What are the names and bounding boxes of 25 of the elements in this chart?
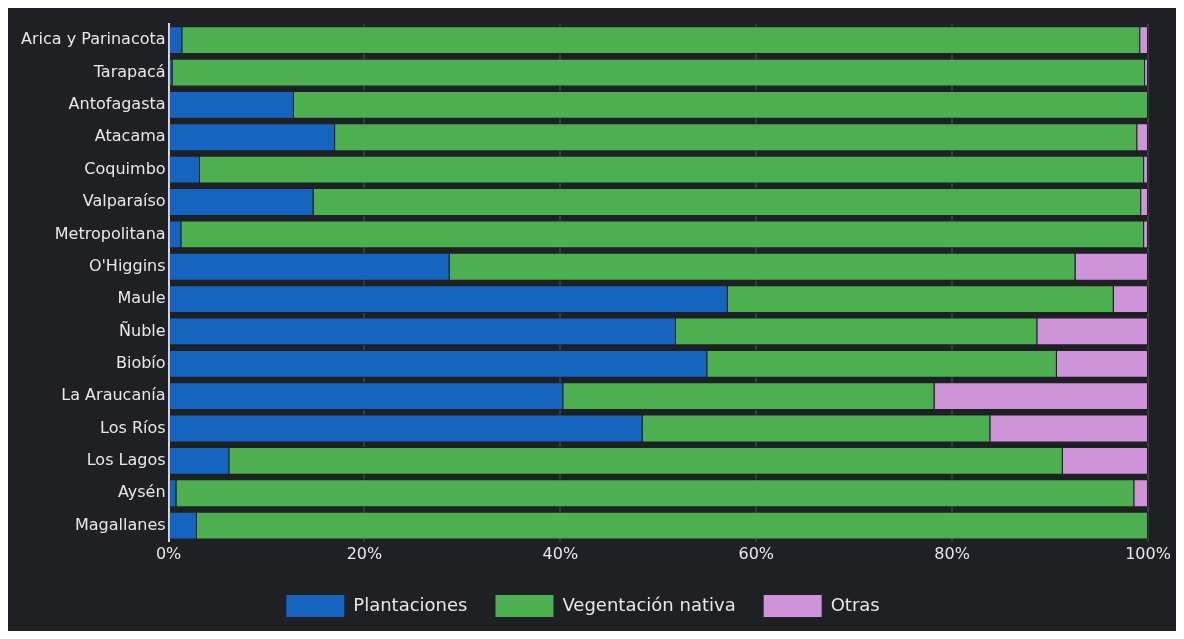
x-tick-label: 80% [934,543,970,563]
legend-label: Vegentación nativa [562,593,736,615]
y-tick-label: Valparaíso [82,191,166,211]
x-tick-label: 20% [346,543,383,563]
legend-label: Otras [830,593,880,615]
y-tick-label: Maule [117,288,166,308]
y-tick-label: Coquimbo [84,158,166,178]
y-tick-label: Aysén [117,482,166,502]
y-tick-label: Los Ríos [100,417,166,437]
y-tick-label: Magallanes [74,514,166,534]
x-tick-label: 100% [1125,543,1171,563]
y-tick-label: Metropolitana [54,223,166,243]
y-tick-label: Atacama [94,126,166,146]
y-tick-label: Tarapacá [92,61,166,81]
y-tick-label: Ñuble [119,320,166,340]
y-tick-label: O'Higgins [88,255,166,275]
y-tick-label: Biobío [115,352,166,372]
legend-label: Plantaciones [353,593,468,615]
y-tick-label: Arica y Parinacota [21,29,166,49]
x-tick-label: 0% [155,543,182,563]
x-tick-label: 60% [738,543,775,563]
y-tick-label: Antofagasta [68,94,166,114]
y-tick-label: La Araucanía [61,385,166,405]
y-tick-label: Los Lagos [86,450,166,470]
x-tick-label: 40% [542,543,579,563]
